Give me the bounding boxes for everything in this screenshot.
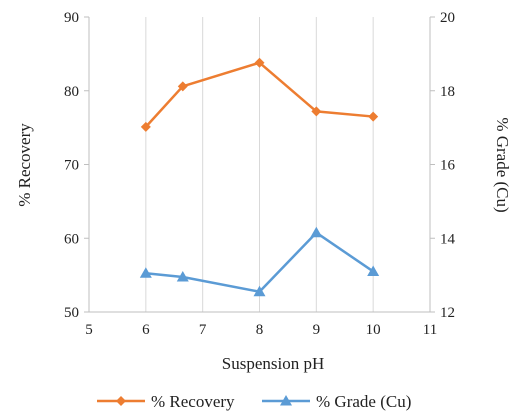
recovery-data-point [254,57,265,68]
y2-axis-title: % Grade (Cu) [493,117,512,212]
grade-data-point [176,270,189,282]
legend-recovery-label: % Recovery [151,392,235,411]
recovery-data-point [140,121,151,132]
legend-recovery-marker [116,396,126,406]
x-axis-title: Suspension pH [222,354,324,373]
grade-data-point [367,265,380,276]
x-tick-label: 5 [85,322,93,338]
x-tick-label: 6 [142,322,150,338]
axes [84,16,435,313]
y-tick-label: 90 [64,10,79,26]
x-tick-label: 8 [256,322,264,338]
tick-labels: 5 6 7 8 9 10 11 50 60 70 80 90 12 14 16 18 20 [64,10,456,338]
recovery-data-point [177,81,188,92]
legend: % Recovery % Grade (Cu) [97,392,411,411]
series-layer [139,57,380,297]
grade-data-point [253,285,266,297]
y-tick-label: 60 [64,231,79,247]
y2-tick-label: 12 [440,305,455,321]
recovery-data-point [311,106,322,117]
y-tick-label: 70 [64,158,79,174]
x-tick-label: 9 [313,322,321,338]
y2-tick-label: 18 [440,84,455,100]
grade-data-point [139,267,152,278]
y-tick-label: 50 [64,305,79,321]
x-tick-label: 11 [423,322,437,338]
y2-tick-label: 14 [440,231,456,247]
y2-tick-label: 16 [440,158,456,174]
y-axis-title: % Recovery [15,123,34,207]
x-tick-label: 10 [366,322,381,338]
recovery-data-point [368,111,379,122]
grade-data-point [310,226,323,238]
legend-grade-label: % Grade (Cu) [316,392,411,411]
x-tick-label: 7 [199,322,207,338]
y-tick-label: 80 [64,84,79,100]
legend-grade-marker [280,395,292,406]
y2-tick-label: 20 [440,10,455,26]
